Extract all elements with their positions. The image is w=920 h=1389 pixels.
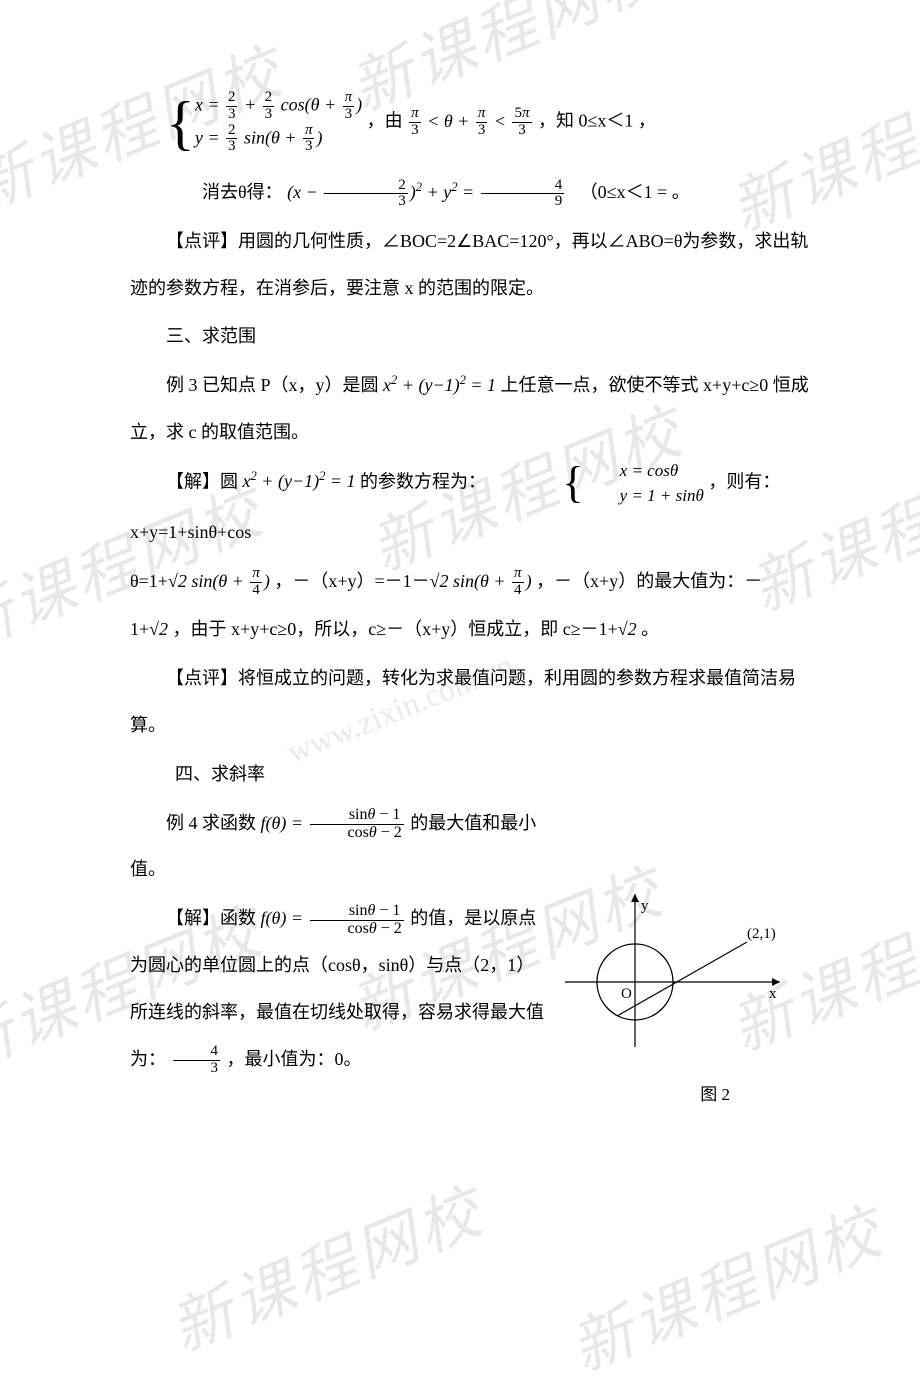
sys1-tail: ，知 0≤x＜1 ， (538, 111, 656, 131)
example-4: 例 4 求函数 f(θ) = sinθ − 1cosθ − 2 的最大值和最小值… (130, 800, 810, 894)
ex3-eq: x2 + (y−1)2 = 1 (383, 375, 496, 395)
p1-tail: （0≤x＜1 = 。 (580, 182, 690, 202)
solution-3: 【解】圆 x2 + (y−1)2 = 1 的参数方程为： { x = cosθ … (130, 458, 810, 556)
ex3-lead: 例 3 已知点 P（x，y）是圆 (166, 375, 379, 395)
sol3-sys1: x = cosθ (584, 458, 704, 484)
p1-lead: 消去θ得： (202, 182, 283, 202)
solution-3-cont2: 1+√2 ，由于 x+y+c≥0，所以，c≥－（x+y）恒成立，即 c≥－1+√… (130, 606, 810, 653)
sol3-eq1: x2 + (y−1)2 = 1 (243, 471, 356, 491)
p5a: θ=1+ (130, 571, 168, 591)
p5c: ，－（x+y）的最大值为：－ (536, 571, 762, 591)
solution-3-cont: θ=1+√2 sin(θ + π4) ，－（x+y）=－1－√2 sin(θ +… (130, 558, 810, 605)
document-body: { x = 23 + 23 cos(θ + π3) y = 23 sin(θ +… (0, 0, 920, 1144)
para-comment-1: 【点评】用圆的几何性质，∠BOC=2∠BAC=120°，再以∠ABO=θ为参数，… (130, 218, 810, 312)
sys1-line1: x = 23 + 23 cos(θ + π3) (195, 90, 362, 123)
example-3: 例 3 已知点 P（x，y）是圆 x2 + (y−1)2 = 1 上任意一点，欲… (130, 362, 810, 456)
left-brace-icon: { (166, 108, 195, 138)
solution-4: 【解】函数 f(θ) = sinθ − 1cosθ − 2 的值，是以原点为圆心… (130, 895, 810, 1082)
sys1-line2: y = 23 sin(θ + π3) (195, 123, 362, 156)
watermark: 新课程网校 (155, 1161, 495, 1368)
watermark: 新课程网校 (555, 1181, 895, 1388)
ex4-fn: f(θ) = sinθ − 1cosθ − 2 (261, 813, 411, 833)
sys1-after: ，由 (367, 111, 403, 131)
sol4-lead: 【解】函数 (166, 908, 256, 928)
sys1-range: π3 < θ + π3 < 5π3 (407, 111, 538, 131)
para-comment-2: 【点评】将恒成立的问题，转化为求最值问题，利用圆的参数方程求最值简洁易算。 (130, 655, 810, 749)
heading-3: 三、求范围 (130, 313, 810, 360)
sol3-mid: 的参数方程为： (360, 471, 486, 491)
heading-4: 四、求斜率 (130, 751, 810, 798)
sol4-fn: f(θ) = sinθ − 1cosθ − 2 (261, 908, 411, 928)
left-brace-icon: { (527, 472, 584, 494)
sol3-sys2: y = 1 + sinθ (584, 483, 704, 509)
ex4-lead: 例 4 求函数 (166, 813, 256, 833)
p6c: 。 (641, 619, 659, 639)
p6a: 1+ (130, 619, 149, 639)
para-eliminate: 消去θ得： (x − 23)2 + y2 = 49 （0≤x＜1 = 。 (130, 169, 810, 216)
p5b: ，－（x+y）=－1－ (274, 571, 429, 591)
sol4-tail: ，最小值为：0。 (227, 1049, 362, 1069)
equation-system-1: { x = 23 + 23 cos(θ + π3) y = 23 sin(θ +… (130, 90, 810, 155)
p1-eq: (x − 23)2 + y2 = 49 (287, 182, 571, 202)
p6b: ，由于 x+y+c≥0，所以，c≥－（x+y）恒成立，即 c≥－1+ (173, 619, 618, 639)
sol3-lead: 【解】圆 (166, 471, 238, 491)
